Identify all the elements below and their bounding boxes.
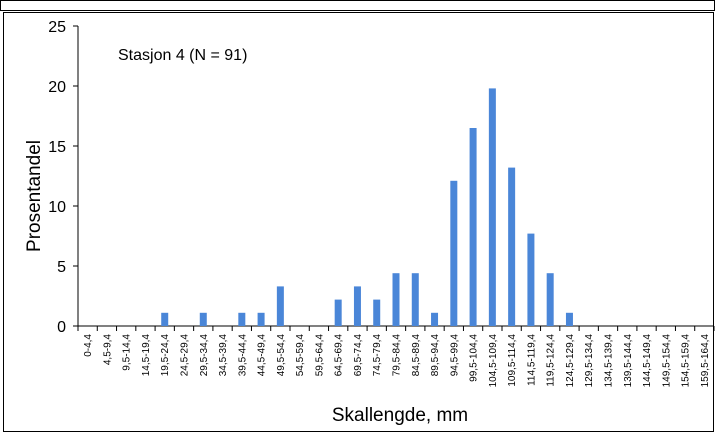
x-tick-label: 74,5-79,4 [372,334,383,377]
x-tick-labels: 0-4,4 4,5-9,4 9,5-14,4 14,5-19,4 19,5-24,4 24… [83,334,711,388]
bar [546,273,554,326]
bar [373,299,381,326]
bar [469,128,477,326]
x-tick-label: 44,5-49,4 [257,334,268,377]
x-tick-label: 89,5-94,4 [430,334,441,377]
x-tick-label: 149,5-154,4 [661,334,672,388]
x-tick-label: 19,5-24,4 [160,334,171,377]
bar [450,180,458,326]
x-tick-label: 154,5-159,4 [681,334,692,388]
x-axis-ticks [77,326,715,331]
x-tick-label: 0-4,4 [83,334,94,357]
bar [276,286,284,326]
x-tick-label: 69,5-74,4 [353,334,364,377]
y-tick-label: 0 [57,319,66,336]
x-tick-label: 59,5-64,4 [314,334,325,377]
y-tick-label: 10 [48,199,66,216]
x-tick-label: 84,5-89,4 [411,334,422,377]
x-tick-label: 144,5-149,4 [642,334,653,388]
x-tick-label: 64,5-69,4 [334,334,345,377]
y-tick-label: 5 [57,259,66,276]
x-tick-label: 4,5-9,4 [102,334,113,366]
bar [488,88,496,327]
x-tick-label: 39,5-44,4 [237,334,248,377]
y-tick-label: 15 [48,139,66,156]
x-tick-label: 119,5-124,4 [546,334,557,387]
x-tick-label: 79,5-84,4 [392,334,403,377]
bar [161,312,169,326]
x-tick-label: 124,5-129,4 [565,334,576,388]
chart-annotation: Stasjon 4 (N = 91) [118,47,247,64]
x-tick-label: 104,5-109,4 [488,334,499,388]
bar [527,233,535,326]
x-tick-label: 49,5-54,4 [276,334,287,377]
bar [565,312,573,326]
x-tick-label: 24,5-29,4 [180,334,191,377]
y-axis-label: Prosentandel [24,140,45,252]
y-tick-label: 20 [48,79,66,96]
x-tick-label: 94,5-99,4 [449,334,460,377]
y-axis-ticks: 0 5 10 15 20 25 [48,19,78,336]
bar [392,273,400,326]
x-tick-label: 99,5-104,4 [469,334,480,382]
bar [199,312,207,326]
x-tick-label: 134,5-139,4 [604,334,615,388]
x-axis-label: Skallengde, mm [332,405,468,426]
y-tick-label: 25 [48,19,66,36]
x-tick-label: 14,5-19,4 [141,334,152,377]
bars [161,88,573,327]
x-tick-label: 34,5-39,4 [218,334,229,377]
bar [353,286,361,326]
bar [508,167,516,326]
bar [411,273,419,326]
bar [238,312,246,326]
bar [334,299,342,326]
top-border-strip [0,0,715,11]
x-tick-label: 9,5-14,4 [122,334,133,371]
bar [431,312,439,326]
x-tick-label: 159,5-164,4 [700,334,711,388]
x-tick-label: 114,5-119,4 [526,334,537,386]
x-tick-label: 129,5-134,4 [584,334,595,388]
x-tick-label: 139,5-144,4 [623,334,634,388]
bar [257,312,265,326]
x-tick-label: 29,5-34,4 [199,334,210,377]
x-tick-label: 109,5-114,4 [507,334,518,387]
x-tick-label: 54,5-59,4 [295,334,306,377]
